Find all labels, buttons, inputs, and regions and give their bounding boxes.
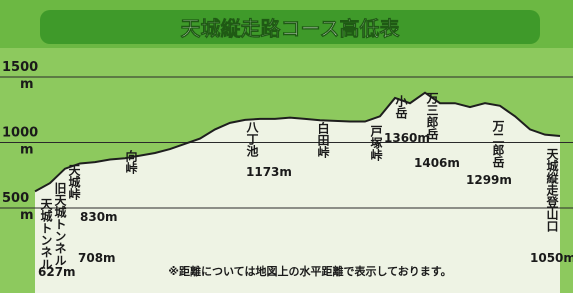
place-name: 八丁池 xyxy=(245,121,259,158)
y-tick-unit: m xyxy=(20,208,34,223)
elevation-label: 1173m xyxy=(246,165,292,179)
y-tick-label: 1500 xyxy=(2,60,38,75)
elevation-label: 627m xyxy=(38,265,76,279)
place-name: 戸塚峠 xyxy=(369,125,383,162)
elevation-label: 1299m xyxy=(466,173,512,187)
place-name: 万二郎岳 xyxy=(491,120,505,169)
place-name: 天城トンネル xyxy=(39,198,53,270)
place-name: 万三郎岳 xyxy=(425,92,439,141)
y-tick-label: 1000 xyxy=(2,126,38,141)
y-tick-label: 500 xyxy=(2,191,29,206)
elevation-label: 1360m xyxy=(384,131,430,145)
elevation-label: 1406m xyxy=(414,156,460,170)
place-name: 小岳 xyxy=(394,94,408,120)
chart-title: 天城縦走路コース高低表 xyxy=(181,17,401,41)
place-name: 向峠 xyxy=(124,149,138,175)
elevation-label: 830m xyxy=(80,210,118,224)
elevation-label: 708m xyxy=(78,251,116,265)
elevation-label: 1050m xyxy=(530,251,573,265)
place-name: 白田峠 xyxy=(316,121,330,159)
place-name: 旧天城トンネル xyxy=(53,182,67,266)
place-name: 天城縦走登山口 xyxy=(545,148,559,233)
footnote: ※距離については地図上の水平距離で表示しております。 xyxy=(168,264,451,278)
y-tick-unit: m xyxy=(20,77,34,92)
place-name: 天城峠 xyxy=(67,164,81,201)
chart: 天城縦走路コース高低表 500 m 1000 m 1500 m 天城トンネル627m旧天城ト… xyxy=(0,0,573,293)
y-tick-unit: m xyxy=(20,143,34,158)
